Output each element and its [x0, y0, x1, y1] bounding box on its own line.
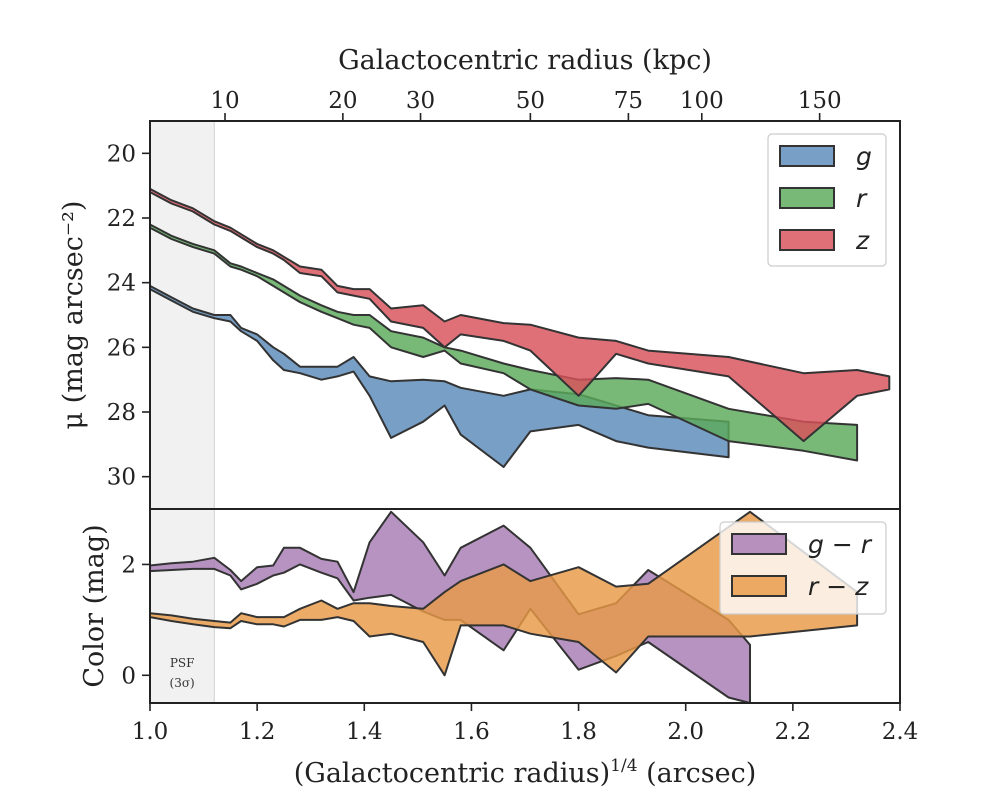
legend-swatch-z	[779, 229, 835, 251]
y-tick-label-top: 20	[107, 141, 136, 167]
top-tick-label: 50	[516, 88, 545, 114]
top-tick-label: 30	[406, 88, 435, 114]
top-tick-label: 150	[798, 88, 842, 114]
y-tick-label-top: 26	[107, 335, 136, 361]
legend-label-r: r	[856, 184, 868, 213]
x-axis-title: (Galactocentric radius)1/4 (arcsec)	[294, 756, 757, 789]
x-axis-title-unit: (arcsec)	[638, 758, 757, 789]
legend-swatch-g-r	[731, 533, 787, 555]
y-tick-label-top: 28	[107, 400, 136, 426]
x-tick-label: 2.2	[775, 719, 812, 745]
y-axis-title-top: μ (mag arcsec⁻²)	[58, 201, 89, 430]
bottom-panel-bands	[150, 510, 859, 703]
y-tick-label-top: 30	[107, 465, 136, 491]
bottom-panel-frame	[149, 508, 901, 704]
y-axis-title-bottom: Color (mag)	[79, 524, 110, 687]
legend-label-r-z: r − z	[808, 572, 869, 601]
legend-label-g-r: g − r	[808, 530, 873, 559]
band-r	[150, 223, 859, 462]
y-tick-label-top: 22	[107, 206, 136, 232]
legend-swatch-r-z	[731, 575, 787, 597]
legend-swatch-g	[779, 145, 835, 167]
top-tick-label: 20	[328, 88, 357, 114]
legend-label-g: g	[856, 142, 872, 171]
y-tick-label-top: 24	[107, 271, 136, 297]
top-tick-label: 75	[614, 88, 643, 114]
top-tick-label: 10	[210, 88, 239, 114]
y-tick-label-bottom: 2	[121, 552, 136, 578]
top-tick-label: 100	[680, 88, 724, 114]
x-tick-label: 1.0	[132, 719, 169, 745]
legend-top: grz	[767, 133, 887, 267]
y-tick-label-bottom: 0	[121, 663, 136, 689]
x-tick-label: 1.6	[453, 719, 490, 745]
band-r-z	[150, 510, 859, 677]
psf-sublabel: (3σ)	[170, 676, 195, 690]
x-tick-label: 1.8	[560, 719, 597, 745]
x-tick-label: 1.4	[346, 719, 383, 745]
x-axis-title-main: (Galactocentric radius)	[294, 758, 610, 789]
x-tick-label: 2.4	[882, 719, 919, 745]
band-g	[150, 284, 730, 468]
x-tick-label: 1.2	[239, 719, 276, 745]
legend-swatch-r	[779, 187, 835, 209]
top-axis-title: Galactocentric radius (kpc)	[338, 45, 712, 76]
legend-bottom: g − r r − z	[719, 521, 887, 615]
legend-label-z: z	[855, 226, 870, 255]
psf-label: PSF	[170, 656, 195, 670]
psf-region-bottom	[150, 509, 215, 703]
top-panel-bands	[150, 187, 891, 468]
x-axis-title-sup: 1/4	[610, 756, 637, 776]
x-tick-label: 2.0	[667, 719, 704, 745]
axis-ticks: 1.0 1.2 1.4 1.6 1.8 2.0 2.2 2.410 20 30 50 75 100 150…	[107, 88, 919, 745]
band-z	[150, 187, 891, 443]
